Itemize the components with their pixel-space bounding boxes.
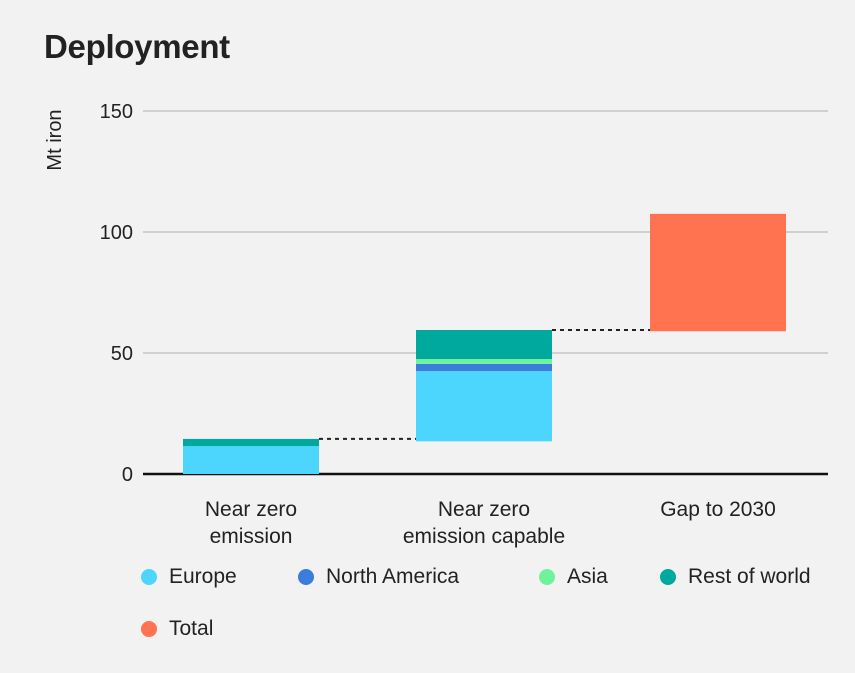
x-tick-label: Near zero emission [205,498,297,548]
bar-segment [650,213,786,332]
bar-segment [183,438,319,447]
bar-segment [416,330,552,360]
legend-label: Europe [169,565,237,588]
y-tick-label: 150 [100,101,133,123]
legend-swatch [539,569,555,585]
legend-swatch [298,569,314,585]
y-tick-label: 0 [122,464,133,486]
bar-segment [416,363,552,372]
bar-segment [183,446,319,474]
bar-segment [416,371,552,442]
y-tick-label: 100 [100,222,133,244]
bar-segment [416,359,552,364]
legend-swatch [660,569,676,585]
legend-item: Total [141,617,213,641]
legend-label: Asia [567,565,608,588]
legend-item: Rest of world [660,565,811,589]
legend-label: North America [326,565,460,588]
y-tick-label: 50 [111,343,133,365]
chart-title: Deployment [44,28,230,65]
legend-label: Total [169,617,214,640]
legend-label: Rest of world [688,565,811,588]
legend-item: North America [298,565,459,589]
legend-item: Europe [141,565,237,589]
x-tick-label: Gap to 2030 [660,498,776,521]
legend-swatch [141,621,157,637]
y-axis-label: Mt iron [44,109,66,170]
x-tick-label: Near zero emission capable [403,498,565,548]
legend-item: Asia [539,565,608,589]
legend-swatch [141,569,157,585]
